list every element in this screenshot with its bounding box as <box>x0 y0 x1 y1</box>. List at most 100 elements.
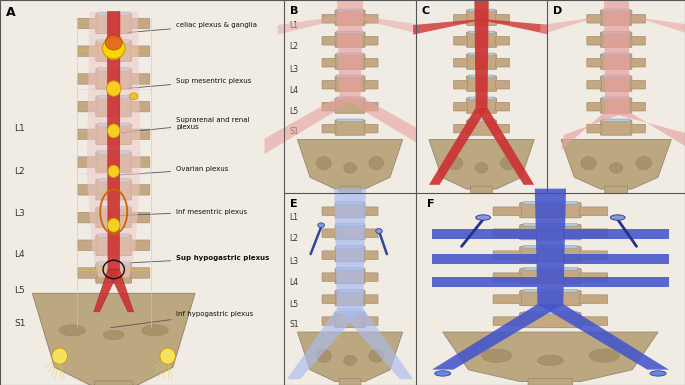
Ellipse shape <box>103 37 125 60</box>
FancyBboxPatch shape <box>130 212 150 223</box>
FancyBboxPatch shape <box>335 269 365 284</box>
FancyBboxPatch shape <box>469 75 495 78</box>
Polygon shape <box>287 308 363 379</box>
FancyBboxPatch shape <box>322 251 336 259</box>
FancyBboxPatch shape <box>528 379 573 385</box>
FancyBboxPatch shape <box>322 59 336 67</box>
Polygon shape <box>538 304 669 370</box>
Text: L1: L1 <box>14 124 25 134</box>
FancyBboxPatch shape <box>496 124 510 133</box>
Polygon shape <box>337 0 363 96</box>
FancyBboxPatch shape <box>453 14 467 23</box>
FancyBboxPatch shape <box>322 37 336 45</box>
FancyBboxPatch shape <box>493 251 521 259</box>
FancyBboxPatch shape <box>520 224 581 240</box>
Ellipse shape <box>344 163 356 173</box>
Polygon shape <box>540 13 623 35</box>
Text: B: B <box>290 6 298 16</box>
FancyBboxPatch shape <box>580 273 608 281</box>
FancyBboxPatch shape <box>98 234 129 238</box>
Ellipse shape <box>105 35 122 50</box>
Ellipse shape <box>501 157 515 170</box>
Text: L2: L2 <box>290 234 299 243</box>
FancyBboxPatch shape <box>580 251 608 259</box>
FancyBboxPatch shape <box>605 186 627 201</box>
Text: L4: L4 <box>290 86 299 95</box>
FancyBboxPatch shape <box>335 224 365 240</box>
FancyBboxPatch shape <box>523 268 577 270</box>
FancyBboxPatch shape <box>364 37 378 45</box>
Ellipse shape <box>52 348 68 364</box>
Polygon shape <box>563 229 669 239</box>
Polygon shape <box>108 12 120 270</box>
FancyBboxPatch shape <box>602 75 630 78</box>
Text: S1: S1 <box>290 320 299 329</box>
FancyBboxPatch shape <box>322 273 336 281</box>
FancyBboxPatch shape <box>466 32 497 47</box>
FancyBboxPatch shape <box>580 229 608 238</box>
FancyBboxPatch shape <box>601 32 632 47</box>
Polygon shape <box>432 304 563 370</box>
FancyBboxPatch shape <box>493 273 521 281</box>
FancyBboxPatch shape <box>587 59 601 67</box>
FancyBboxPatch shape <box>77 129 97 140</box>
Ellipse shape <box>108 218 120 232</box>
Ellipse shape <box>316 157 331 170</box>
FancyBboxPatch shape <box>322 14 336 23</box>
Polygon shape <box>432 229 538 239</box>
Text: L4: L4 <box>290 278 299 288</box>
Ellipse shape <box>475 215 490 220</box>
Text: L5: L5 <box>14 286 25 295</box>
Text: L4: L4 <box>14 249 25 259</box>
Polygon shape <box>343 15 423 35</box>
FancyBboxPatch shape <box>523 224 577 226</box>
Polygon shape <box>432 254 538 264</box>
FancyBboxPatch shape <box>520 247 581 262</box>
FancyBboxPatch shape <box>77 240 97 251</box>
Ellipse shape <box>142 325 169 336</box>
FancyBboxPatch shape <box>364 251 378 259</box>
FancyBboxPatch shape <box>453 37 467 45</box>
FancyBboxPatch shape <box>322 317 336 325</box>
FancyBboxPatch shape <box>98 123 129 127</box>
FancyBboxPatch shape <box>96 235 132 255</box>
FancyBboxPatch shape <box>98 12 129 16</box>
Ellipse shape <box>636 157 651 170</box>
Text: Ovarian plexus: Ovarian plexus <box>119 166 229 175</box>
Polygon shape <box>475 108 534 185</box>
FancyBboxPatch shape <box>601 54 632 69</box>
FancyBboxPatch shape <box>337 9 363 12</box>
FancyBboxPatch shape <box>469 97 495 100</box>
FancyBboxPatch shape <box>496 59 510 67</box>
Polygon shape <box>87 12 140 277</box>
FancyBboxPatch shape <box>631 80 645 89</box>
FancyBboxPatch shape <box>493 229 521 238</box>
FancyBboxPatch shape <box>335 98 365 113</box>
FancyBboxPatch shape <box>520 269 581 284</box>
FancyBboxPatch shape <box>601 98 632 113</box>
FancyBboxPatch shape <box>587 80 601 89</box>
FancyBboxPatch shape <box>337 202 363 204</box>
FancyBboxPatch shape <box>130 101 150 112</box>
FancyBboxPatch shape <box>493 317 521 325</box>
Text: S1: S1 <box>290 127 299 136</box>
FancyBboxPatch shape <box>523 290 577 292</box>
FancyBboxPatch shape <box>335 54 365 69</box>
FancyBboxPatch shape <box>77 101 97 112</box>
FancyBboxPatch shape <box>339 186 361 201</box>
FancyBboxPatch shape <box>130 18 150 29</box>
FancyBboxPatch shape <box>587 102 601 111</box>
FancyBboxPatch shape <box>335 76 365 91</box>
FancyBboxPatch shape <box>631 102 645 111</box>
Ellipse shape <box>375 229 382 233</box>
Polygon shape <box>277 15 357 35</box>
FancyBboxPatch shape <box>523 202 577 204</box>
Ellipse shape <box>369 157 384 170</box>
FancyBboxPatch shape <box>335 291 365 306</box>
FancyBboxPatch shape <box>631 59 645 67</box>
Polygon shape <box>297 332 403 382</box>
Ellipse shape <box>344 355 356 365</box>
Text: Inf hypogastric plexus: Inf hypogastric plexus <box>111 311 253 328</box>
FancyBboxPatch shape <box>96 97 132 117</box>
FancyBboxPatch shape <box>337 311 363 314</box>
